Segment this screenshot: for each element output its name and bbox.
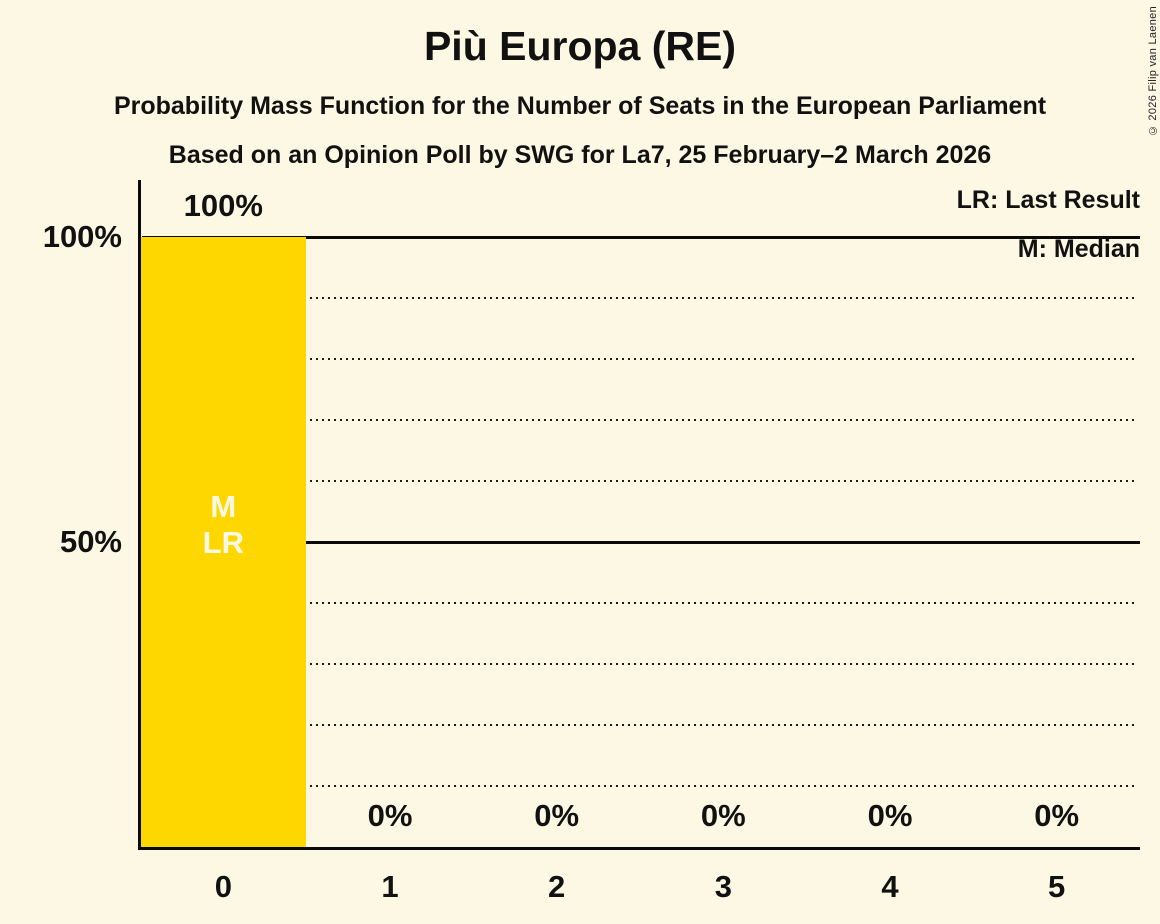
legend-last-result: LR: Last Result (956, 186, 1140, 214)
bar-annotation-line: M (210, 489, 237, 524)
bar-annotation-median-last-result: M LR (140, 489, 307, 561)
value-label-seats-3: 0% (700, 798, 746, 833)
x-axis-line (138, 847, 1140, 850)
gridline-dotted-10pct (142, 785, 1138, 787)
y-axis-label-50pct: 50% (59, 524, 122, 559)
value-label-seats-1: 0% (367, 798, 413, 833)
gridline-dotted-40pct (142, 602, 1138, 604)
value-label-seats-4: 0% (867, 798, 913, 833)
x-axis-label-seats-1: 1 (381, 869, 399, 904)
gridline-solid-50pct (142, 541, 1140, 544)
bar-annotation-line: LR (202, 525, 244, 560)
gridline-dotted-80pct (142, 358, 1138, 360)
x-axis-label-seats-3: 3 (714, 869, 732, 904)
gridline-dotted-20pct (142, 724, 1138, 726)
gridline-dotted-30pct (142, 663, 1138, 665)
gridline-dotted-70pct (142, 419, 1138, 421)
gridline-dotted-60pct (142, 480, 1138, 482)
x-axis-label-seats-2: 2 (548, 869, 566, 904)
x-axis-label-seats-0: 0 (214, 869, 232, 904)
gridline-dotted-90pct (142, 297, 1138, 299)
chart-subtitle: Probability Mass Function for the Number… (113, 92, 1047, 120)
chart-title: Più Europa (RE) (423, 23, 737, 69)
poll-details-subtitle: Based on an Opinion Poll by SWG for La7,… (168, 141, 992, 169)
bar-seats-0 (141, 237, 306, 847)
value-label-seats-0: 100% (183, 188, 263, 223)
y-axis-line (138, 180, 141, 849)
legend-median: M: Median (1017, 235, 1140, 263)
x-axis-label-seats-4: 4 (881, 869, 899, 904)
gridline-solid-100pct (142, 236, 1140, 239)
y-axis-label-100pct: 100% (42, 219, 122, 254)
value-label-seats-2: 0% (534, 798, 580, 833)
value-label-seats-5: 0% (1034, 798, 1080, 833)
x-axis-label-seats-5: 5 (1048, 869, 1066, 904)
